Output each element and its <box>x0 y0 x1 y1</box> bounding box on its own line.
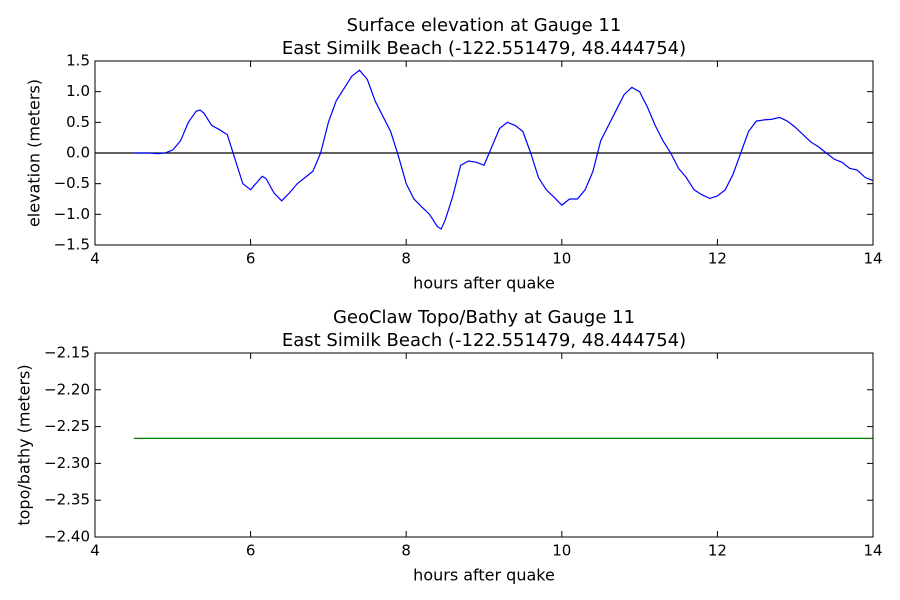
y-tick-label: 0.0 <box>66 144 90 162</box>
y-tick-label: −2.40 <box>44 528 90 546</box>
y-tick-label: −2.15 <box>44 344 90 362</box>
x-tick-label: 14 <box>863 542 882 560</box>
chart-title: Surface elevation at Gauge 11 <box>347 15 622 36</box>
chart-subtitle: East Similk Beach (-122.551479, 48.44475… <box>282 38 686 59</box>
chart-subtitle: East Similk Beach (-122.551479, 48.44475… <box>282 330 686 351</box>
y-axis-label: elevation (meters) <box>25 79 44 227</box>
y-tick-label: 1.5 <box>66 52 90 70</box>
x-tick-label: 8 <box>401 250 411 268</box>
x-tick-label: 10 <box>552 250 571 268</box>
plot-frame <box>94 60 874 246</box>
x-tick-label: 6 <box>246 250 256 268</box>
x-axis-label: hours after quake <box>413 566 555 585</box>
y-tick-label: −2.30 <box>44 454 90 472</box>
x-tick-label: 12 <box>708 542 727 560</box>
y-tick-label: 1.0 <box>66 82 90 100</box>
x-axis-label: hours after quake <box>413 274 555 293</box>
y-tick-label: −2.25 <box>44 417 90 435</box>
y-tick-label: −2.20 <box>44 380 90 398</box>
x-tick-label: 4 <box>90 250 100 268</box>
line <box>133 69 874 230</box>
x-tick-label: 8 <box>401 542 411 560</box>
plot-frame <box>94 352 874 538</box>
x-tick-label: 6 <box>246 542 256 560</box>
x-tick-label: 4 <box>90 542 100 560</box>
y-axis-label: topo/bathy (meters) <box>15 364 34 525</box>
x-tick-label: 14 <box>863 250 882 268</box>
x-tick-label: 12 <box>708 250 727 268</box>
y-tick-label: −1.5 <box>54 236 90 254</box>
chart-title: GeoClaw Topo/Bathy at Gauge 11 <box>333 307 635 328</box>
y-tick-label: −0.5 <box>54 174 90 192</box>
y-tick-label: −1.0 <box>54 205 90 223</box>
x-tick-label: 10 <box>552 542 571 560</box>
y-tick-label: 0.5 <box>66 113 90 131</box>
y-tick-label: −2.35 <box>44 491 90 509</box>
